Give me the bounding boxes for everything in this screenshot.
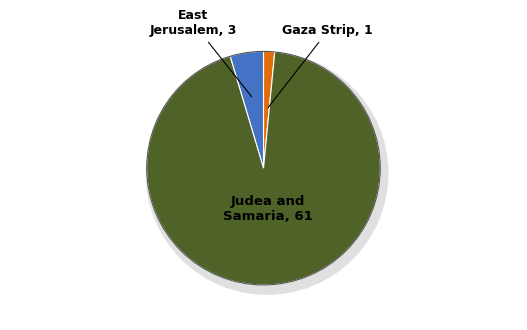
Polygon shape: [264, 51, 275, 168]
Ellipse shape: [145, 52, 388, 295]
Polygon shape: [147, 52, 380, 285]
Text: Judea and
Samaria, 61: Judea and Samaria, 61: [222, 195, 313, 223]
Text: Gaza Strip, 1: Gaza Strip, 1: [268, 24, 373, 108]
Polygon shape: [230, 51, 264, 168]
Text: East
Jerusalem, 3: East Jerusalem, 3: [150, 9, 252, 97]
